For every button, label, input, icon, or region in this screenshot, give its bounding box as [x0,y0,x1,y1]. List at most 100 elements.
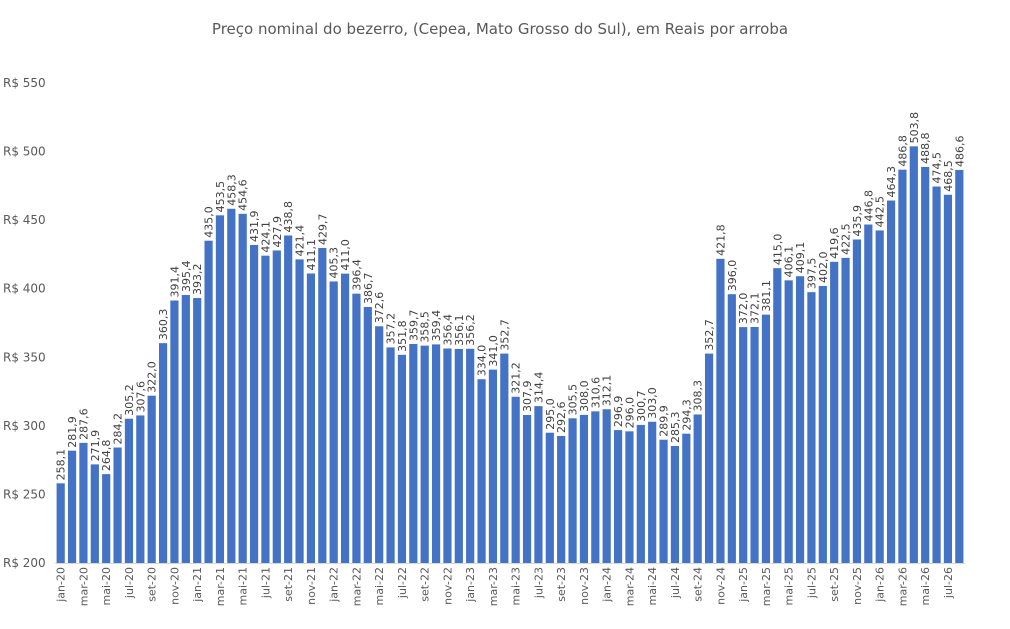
data-label-abr-20: 271,9 [89,430,102,462]
data-label-mar-20: 287,6 [77,408,90,440]
data-label-nov-21: 411,1 [305,239,318,271]
x-tick-label: nov-21 [305,567,318,605]
data-label-dez-24: 396,0 [726,260,739,292]
bar-fev-22 [340,273,350,563]
data-label-jun-24: 289,9 [658,405,671,437]
bar-mar-20 [79,442,88,563]
data-label-fev-26: 464,3 [885,166,898,198]
bar-jul-24 [670,446,680,563]
bar-nov-23 [579,414,589,563]
y-tick-label: R$ 500 [3,145,46,159]
x-tick-label: jul-24 [669,567,682,599]
bar-ago-23 [545,432,554,563]
data-label-mai-20: 264,8 [100,440,113,472]
data-label-mar-22: 396,4 [350,259,363,291]
x-tick-label: mar-25 [760,567,773,606]
x-tick-label: jul-22 [396,567,409,599]
data-label-jul-22: 351,8 [396,320,409,352]
bar-ago-26 [955,169,964,563]
data-label-abr-22: 386,7 [362,272,375,304]
data-label-out-25: 422,5 [840,223,853,255]
data-label-jul-24: 285,3 [669,412,682,444]
bar-mai-25 [784,280,793,563]
x-tick-label: set-22 [419,567,432,602]
x-tick-label: set-21 [282,567,295,602]
data-label-jun-25: 409,1 [794,242,807,274]
data-label-ago-22: 359,7 [407,309,420,341]
data-label-dez-25: 446,8 [862,190,875,222]
bar-fev-21 [204,240,213,563]
y-tick-label: R$ 550 [3,76,46,90]
x-tick-label: set-23 [555,567,568,602]
data-label-mar-21: 453,5 [214,181,227,213]
data-label-jan-26: 442,5 [874,196,887,228]
bar-out-25 [841,257,850,563]
x-tick-label: jan-24 [601,567,614,603]
x-tick-label: mai-25 [783,567,796,605]
data-label-nov-23: 308,0 [578,380,591,412]
bar-mar-23 [488,369,498,563]
data-label-ago-24: 294,3 [680,399,693,431]
x-axis: jan-20 mar-20 mai-20 jul-20 set-20 nov-20 jan-… [55,563,965,606]
x-tick-label: jan-22 [328,567,341,603]
data-label-dez-21: 429,7 [316,213,329,245]
bar-jan-24 [602,409,611,563]
x-tick-label: mar-24 [623,567,636,606]
bar-mai-22 [375,326,384,563]
data-label-jan-24: 312,1 [601,375,614,407]
y-axis: R$ 200 R$ 250 R$ 300 R$ 350 R$ 400 R$ 450 R$ 5… [3,76,46,570]
bar-abr-26 [909,146,918,564]
data-label-jun-20: 284,2 [112,413,125,445]
x-tick-label: jul-23 [532,567,545,599]
x-tick-label: jul-21 [259,567,272,599]
bar-jun-25 [795,276,805,563]
bar-mar-24 [625,431,634,563]
data-label-abr-24: 300,7 [635,390,648,422]
bar-abr-24 [636,424,645,563]
bar-nov-22 [443,348,452,563]
bar-ago-25 [818,285,827,563]
data-label-dez-20: 395,4 [180,261,193,293]
bar-jun-23 [522,415,532,563]
bar-nov-21 [306,273,316,563]
bar-mar-21 [215,215,225,563]
bars-group [56,146,964,564]
data-label-ago-23: 295,0 [544,398,557,430]
data-label-ago-26: 486,6 [953,135,966,167]
bar-mai-21 [238,213,247,563]
data-label-fev-21: 435,0 [203,206,216,238]
x-tick-label: mai-24 [646,567,659,605]
bar-out-24 [704,353,714,563]
y-tick-label: R$ 450 [3,213,46,227]
bar-jul-21 [261,255,270,563]
data-label-out-23: 305,5 [567,384,580,416]
x-tick-label: nov-23 [578,567,591,605]
data-label-jul-21: 424,1 [259,221,272,253]
bar-ago-21 [272,250,281,563]
data-label-out-21: 421,4 [294,225,307,257]
data-label-jun-21: 431,9 [248,210,261,242]
data-label-mai-21: 454,6 [237,179,250,211]
data-label-nov-20: 391,4 [168,266,181,298]
data-labels-group: 258,1281,9287,6271,9264,8284,2305,2307,6… [55,112,967,480]
data-label-set-20: 322,0 [146,361,159,393]
x-tick-label: nov-22 [441,567,454,605]
x-tick-label: mar-26 [896,567,909,606]
y-tick-label: R$ 200 [3,556,46,570]
data-label-fev-20: 281,9 [66,416,79,448]
x-tick-label: jul-26 [942,567,955,599]
x-tick-label: jan-23 [464,567,477,603]
bar-mar-22 [352,293,361,563]
bar-jul-26 [943,194,953,563]
x-tick-label: nov-24 [714,567,727,605]
data-label-jun-26: 474,5 [931,152,944,184]
data-label-jan-25: 372,0 [737,293,750,325]
x-tick-label: mai-21 [237,567,250,605]
y-tick-label: R$ 300 [3,419,46,433]
bar-dez-24 [727,294,736,563]
bar-set-23 [557,436,566,563]
data-label-jan-23: 356,2 [464,314,477,346]
bar-jun-22 [386,347,395,563]
data-label-mai-25: 406,1 [783,246,796,278]
bar-jun-26 [932,186,941,564]
